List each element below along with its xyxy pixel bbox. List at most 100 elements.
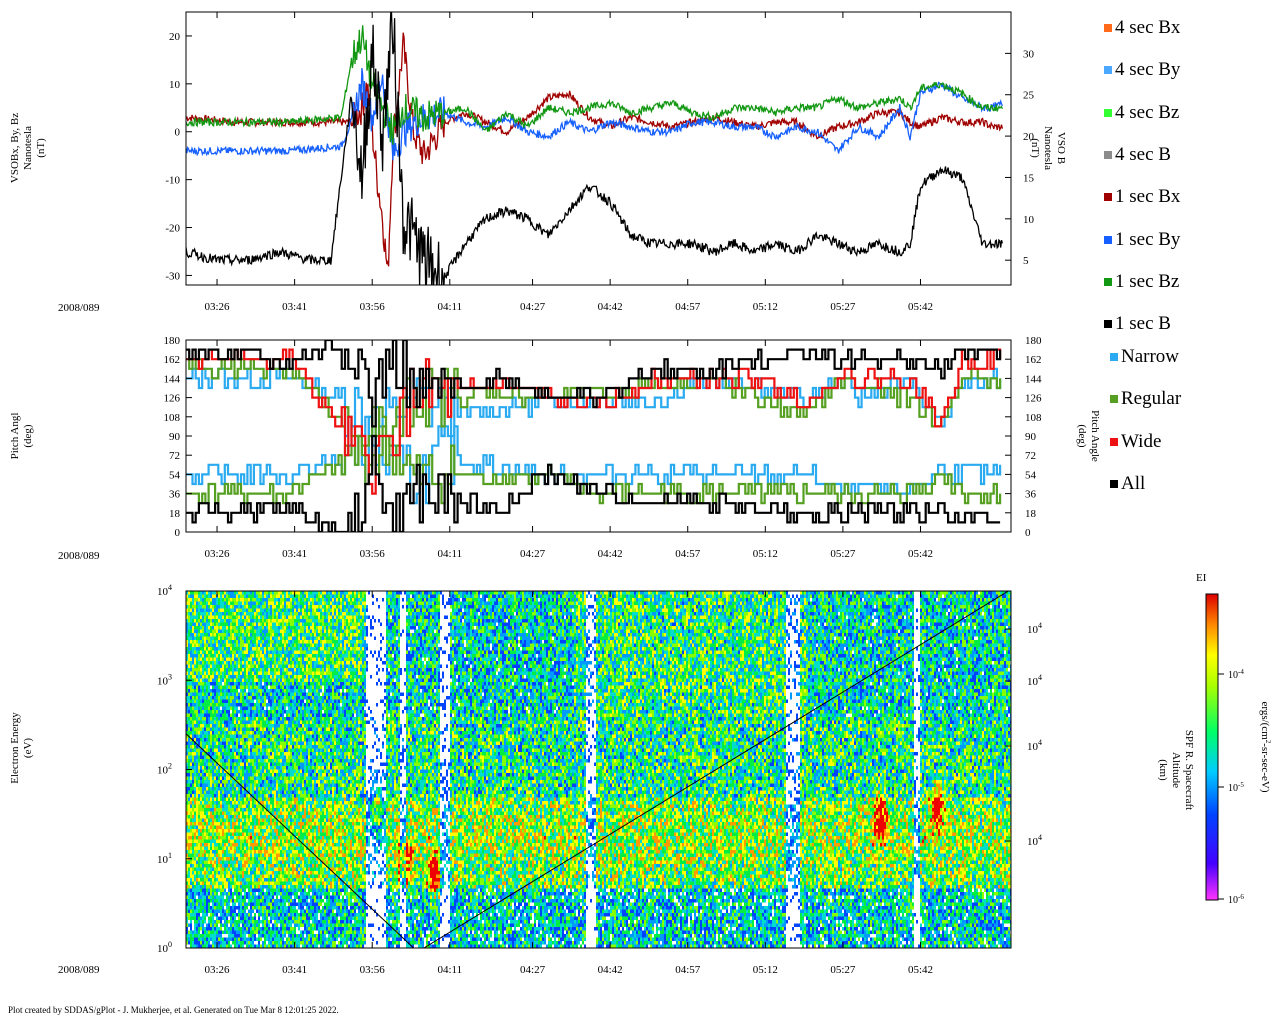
x-tick-label: 04:27 <box>520 548 546 560</box>
y-tick-label: 103 <box>157 672 172 687</box>
legend-label: 1 sec By <box>1115 229 1180 251</box>
y-tick-label: 162 <box>1025 354 1042 366</box>
legend-swatch <box>1110 395 1118 403</box>
y-tick-label: 104 <box>1027 833 1042 848</box>
y-tick-label: 72 <box>169 450 180 462</box>
legend-swatch <box>1110 438 1118 446</box>
legend-item-1-sec-by: 1 sec By <box>1104 227 1180 253</box>
legend-label: 4 sec Bz <box>1115 102 1179 124</box>
legend-swatch <box>1104 66 1112 74</box>
legend-label: Wide <box>1121 431 1161 453</box>
legend-label: 4 sec By <box>1115 59 1180 81</box>
date-label: 2008/089 <box>58 550 100 562</box>
legend-swatch <box>1104 109 1112 117</box>
x-tick-label: 05:42 <box>908 964 933 976</box>
y-tick-label: 20 <box>169 31 181 43</box>
y-tick-label: 18 <box>1025 508 1037 520</box>
figure: 20100-10-20-303025201510503:26 03:41 03:56… <box>0 0 1280 1024</box>
axis-label: Pitch Angl(deg) <box>9 413 34 460</box>
x-tick-label: 04:57 <box>675 548 701 560</box>
x-tick-label: 05:12 <box>753 964 778 976</box>
colorbar-tick: 10-5 <box>1228 781 1244 794</box>
y-tick-label: 104 <box>1027 621 1042 636</box>
x-tick-label: 03:41 <box>282 301 307 313</box>
y-tick-label: 36 <box>1025 489 1037 501</box>
y-tick-label: 101 <box>157 851 172 866</box>
legend-item-regular: Regular <box>1110 386 1181 412</box>
date-label: 2008/089 <box>58 302 100 314</box>
y-tick-label: 108 <box>164 412 181 424</box>
legend-label: Narrow <box>1121 346 1179 368</box>
y-tick-label: 100 <box>157 940 172 955</box>
legend-label: 4 sec Bx <box>1115 17 1180 39</box>
axis-label: VSO BNanotesla(nT) <box>1029 126 1067 170</box>
x-tick-label: 03:26 <box>205 548 231 560</box>
x-tick-label: 04:42 <box>598 301 623 313</box>
x-tick-label: 05:12 <box>753 548 778 560</box>
y-tick-label: 0 <box>175 127 181 139</box>
y-tick-label: 10 <box>1023 214 1035 226</box>
axis-label: VSOBx, By, BzNanotesla(nT) <box>9 113 47 183</box>
colorbar-tick: 10-4 <box>1228 668 1244 681</box>
y-tick-label: 30 <box>1023 48 1035 60</box>
y-tick-label: 104 <box>1027 738 1042 753</box>
y-tick-label: 162 <box>164 354 181 366</box>
legend-swatch <box>1104 236 1112 244</box>
y-tick-label: -10 <box>165 175 180 187</box>
y-tick-label: 25 <box>1023 90 1035 102</box>
y-tick-label: 126 <box>164 393 181 405</box>
legend-item-wide: Wide <box>1110 429 1161 455</box>
legend-item-1-sec-bz: 1 sec Bz <box>1104 269 1179 295</box>
y-tick-label: 54 <box>169 469 181 481</box>
colorbar-tick: 10-6 <box>1228 893 1244 906</box>
footer-credit: Plot created by SDDAS/gPlot - J. Mukherj… <box>8 1005 339 1015</box>
x-tick-label: 04:57 <box>675 964 701 976</box>
y-tick-label: 126 <box>1025 393 1042 405</box>
y-tick-label: 180 <box>1025 335 1042 347</box>
legend-item-4-sec-by: 4 sec By <box>1104 57 1180 83</box>
x-tick-label: 03:56 <box>360 964 386 976</box>
legend-item-1-sec-bx: 1 sec Bx <box>1104 184 1180 210</box>
y-tick-label: 72 <box>1025 450 1036 462</box>
x-tick-label: 04:11 <box>437 964 462 976</box>
legend-label: 1 sec Bz <box>1115 271 1179 293</box>
legend-item-4-sec-bx: 4 sec Bx <box>1104 15 1180 41</box>
x-tick-label: 03:41 <box>282 964 307 976</box>
colorbar-title: EI <box>1196 572 1206 584</box>
legend-swatch <box>1104 193 1112 201</box>
y-tick-label: -30 <box>165 270 180 282</box>
legend-label: 1 sec Bx <box>1115 186 1180 208</box>
legend-swatch <box>1110 480 1118 488</box>
axis-label: Electron Energy(eV) <box>9 712 34 784</box>
colorbar: 10-4 10-5 10-6 ergs/(cm2-sr-sec-eV) <box>1206 594 1272 906</box>
y-tick-label: 104 <box>157 583 172 598</box>
y-tick-label: 102 <box>157 762 172 777</box>
y-tick-label: 54 <box>1025 469 1037 481</box>
legend-item-1-sec-b: 1 sec B <box>1104 311 1171 337</box>
y-tick-label: 0 <box>1025 527 1031 539</box>
legend-label: All <box>1121 473 1145 495</box>
y-tick-label: 144 <box>164 373 181 385</box>
x-tick-label: 04:42 <box>598 548 623 560</box>
x-tick-label: 05:27 <box>830 301 856 313</box>
x-tick-label: 03:26 <box>205 301 231 313</box>
x-tick-label: 04:27 <box>520 301 546 313</box>
x-tick-label: 04:11 <box>437 301 462 313</box>
x-tick-label: 05:27 <box>830 964 856 976</box>
date-label: 2008/089 <box>58 964 100 976</box>
x-tick-label: 04:27 <box>520 964 546 976</box>
legend-label: Regular <box>1121 388 1181 410</box>
axis-label: Pitch Angle(deg) <box>1076 410 1101 462</box>
legend-item-4-sec-b: 4 sec B <box>1104 142 1171 168</box>
legend-item-all: All <box>1110 471 1145 497</box>
legend-swatch <box>1104 278 1112 286</box>
y-tick-label: 18 <box>169 508 181 520</box>
x-tick-label: 05:27 <box>830 548 856 560</box>
x-tick-label: 05:12 <box>753 301 778 313</box>
legend-swatch <box>1110 353 1118 361</box>
x-tick-label: 04:42 <box>598 964 623 976</box>
legend-label: 4 sec B <box>1115 144 1171 166</box>
x-tick-label: 04:11 <box>437 548 462 560</box>
legend-item-4-sec-bz: 4 sec Bz <box>1104 100 1179 126</box>
